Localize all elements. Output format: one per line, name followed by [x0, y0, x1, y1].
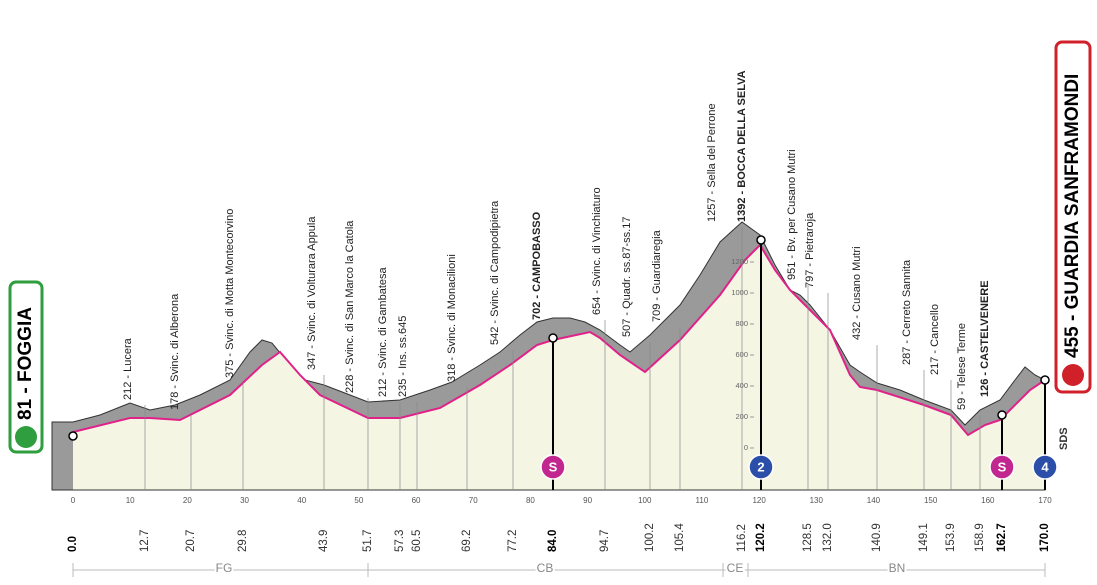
km-tick: 0: [71, 496, 76, 505]
waypoint-label: 709 - Guardiaregia: [651, 229, 663, 322]
waypoint-km: 84.0: [547, 530, 559, 552]
profile-ground: [73, 245, 1045, 490]
finish-icon: [1062, 364, 1084, 386]
waypoint-label: 1257 - Sella del Perrone: [706, 103, 718, 222]
icon-label: S: [549, 459, 558, 474]
waypoint-km: 51.7: [362, 530, 374, 552]
waypoint-km: 29.8: [237, 530, 249, 552]
icon-label: S: [998, 459, 1007, 474]
km-tick: 30: [240, 496, 249, 505]
profile-line: [72, 243, 1046, 437]
waypoint-km: 20.7: [185, 530, 197, 552]
waypoint-label: 217 - Cancello: [929, 304, 941, 375]
waypoint-label: 212 - Lucera: [122, 337, 134, 400]
km-tick: 60: [412, 496, 421, 505]
waypoint-km: 162.7: [996, 523, 1008, 552]
waypoint-label: 375 - Svinc. di Motta Montecorvino: [224, 209, 236, 378]
start-box: [8, 280, 44, 454]
icon-badge: [748, 454, 774, 480]
icon-badge: [1032, 454, 1058, 480]
waypoint-km: 140.9: [871, 523, 883, 552]
elevation-tick: 1200: [731, 257, 748, 266]
km-tick: 10: [126, 496, 135, 505]
start-label: 81 - FOGGIA: [15, 307, 36, 420]
waypoint-km: 60.5: [411, 530, 423, 552]
km-tick: 90: [583, 496, 592, 505]
waypoint-label: 432 - Cusano Mutri: [851, 246, 863, 340]
waypoint-label: 702 - CAMPOBASSO: [531, 211, 543, 320]
km-tick: 170: [1038, 496, 1052, 505]
km-tick: 130: [810, 496, 824, 505]
finish-km: 170.0: [1039, 523, 1051, 552]
waypoint-label: 347 - Svinc. di Volturara Appula: [306, 216, 318, 370]
waypoint-label: 507 - Quadr. ss.87-ss.17: [621, 217, 633, 337]
waypoint-label: 212 - Svinc. di Gambatesa: [377, 266, 389, 397]
waypoint-dot: [548, 333, 558, 343]
waypoint-label: 797 - Pietraroja: [804, 212, 816, 288]
waypoint-label: 318 - Svinc. di Monacilioni: [446, 254, 458, 382]
waypoint-dot: [997, 410, 1007, 420]
waypoint-km: 120.2: [755, 523, 767, 552]
waypoint-km: 77.2: [507, 530, 519, 552]
finish-box: [1054, 40, 1092, 394]
start-km: 0.0: [67, 536, 79, 552]
km-tick: 150: [924, 496, 938, 505]
province-label: CE: [727, 561, 744, 575]
waypoint-km: 43.9: [318, 530, 330, 552]
waypoint-km: 105.4: [674, 523, 686, 552]
waypoint-label: 951 - Bv. per Cusano Mutri: [786, 149, 798, 280]
province-label: CB: [537, 561, 554, 575]
waypoint-label: 287 - Cerreto Sannita: [901, 259, 913, 365]
waypoint-label: 542 - Svinc. di Campodipietra: [489, 200, 501, 345]
km-tick: 160: [981, 496, 995, 505]
waypoint-dot: [756, 235, 766, 245]
waypoint-km: 57.3: [394, 530, 406, 552]
waypoint-label: 1392 - BOCCA DELLA SELVA: [736, 70, 748, 222]
waypoint-km: 128.5: [802, 523, 814, 552]
province-label: FG: [216, 561, 233, 575]
waypoint-label: 59 - Telese Terme: [956, 323, 968, 410]
waypoint-km: 100.2: [644, 523, 656, 552]
km-tick: 40: [297, 496, 306, 505]
waypoint-label: 654 - Svinc. di Vinchiaturo: [591, 187, 603, 315]
start-icon: [15, 426, 37, 448]
icon-badge: [989, 454, 1015, 480]
elevation-tick: 0: [744, 443, 748, 452]
km-tick: 20: [183, 496, 192, 505]
sds-label: SDS: [1058, 427, 1070, 450]
start-dot: [68, 431, 78, 441]
km-tick: 80: [526, 496, 535, 505]
km-tick: 100: [638, 496, 652, 505]
waypoint-km: 149.1: [918, 523, 930, 552]
icon-badge: [540, 454, 566, 480]
finish-label: 455 - GUARDIA SANFRAMONDI: [1062, 74, 1083, 358]
waypoint-km: 158.9: [974, 523, 986, 552]
waypoint-km: 94.7: [599, 530, 611, 552]
waypoint-km: 116.2: [736, 524, 748, 552]
waypoint-label: 235 - Ins. ss.645: [397, 316, 409, 397]
km-tick: 140: [867, 496, 881, 505]
waypoint-label: 126 - CASTELVENERE: [979, 280, 991, 397]
waypoint-km: 69.2: [461, 530, 473, 552]
icon-label: 4: [1041, 459, 1049, 474]
elevation-tick: 1000: [731, 288, 748, 297]
finish-dot: [1040, 375, 1050, 385]
province-label: BN: [889, 561, 906, 575]
icon-label: 2: [757, 459, 764, 474]
km-tick: 70: [469, 496, 478, 505]
km-tick: 110: [696, 496, 709, 505]
km-tick: 50: [354, 496, 363, 505]
waypoint-km: 153.9: [945, 523, 957, 552]
waypoint-label: 178 - Svinc. di Alberona: [169, 293, 181, 410]
km-tick: 120: [752, 496, 766, 505]
waypoint-km: 12.7: [139, 530, 151, 552]
waypoint-km: 132.0: [822, 523, 834, 552]
waypoint-label: 228 - Svinc. di San Marco la Catola: [344, 220, 356, 393]
